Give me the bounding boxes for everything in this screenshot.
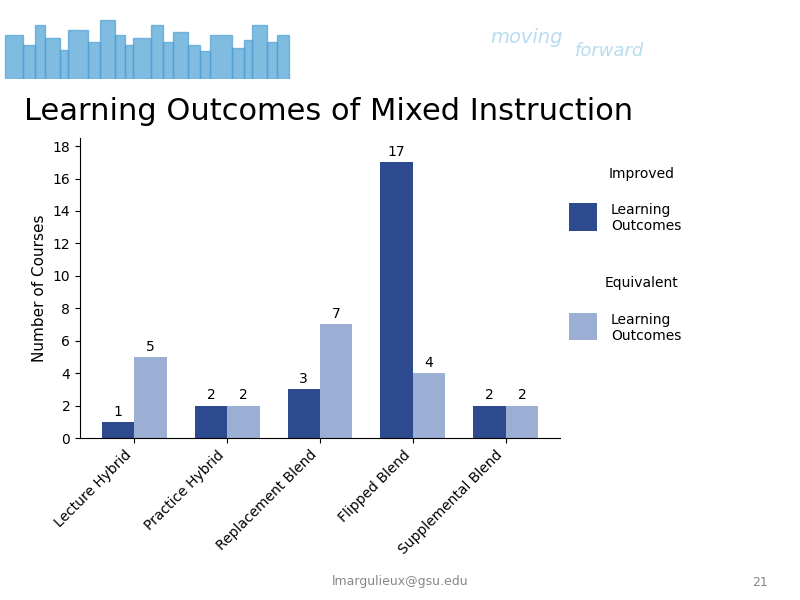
Bar (133, 38, 151, 79)
FancyBboxPatch shape (570, 203, 597, 230)
Bar (320, 325, 353, 438)
Bar (151, 25, 163, 79)
Text: 21: 21 (752, 575, 768, 589)
Bar (88, 41, 100, 79)
Text: 2: 2 (239, 388, 248, 403)
Bar (100, 20, 115, 79)
Text: 5: 5 (146, 340, 155, 353)
Text: 7: 7 (332, 307, 341, 321)
Bar (134, 357, 167, 438)
Text: Learning
Outcomes: Learning Outcomes (611, 203, 682, 233)
Bar (115, 35, 125, 79)
Text: 2: 2 (206, 388, 215, 403)
Bar (163, 41, 173, 79)
Text: moving: moving (490, 28, 562, 47)
Text: Learning
Outcomes: Learning Outcomes (611, 313, 682, 343)
Bar (473, 406, 506, 438)
Y-axis label: Number of Courses: Number of Courses (32, 214, 47, 362)
Text: Improved: Improved (608, 167, 674, 181)
Bar (68, 29, 88, 79)
FancyBboxPatch shape (570, 313, 597, 340)
Bar (210, 35, 232, 79)
Bar (102, 422, 134, 438)
Bar (5, 35, 23, 79)
Bar (506, 406, 538, 438)
Bar (194, 406, 227, 438)
Bar (45, 38, 60, 79)
Bar (267, 41, 277, 79)
Bar (60, 49, 68, 79)
Text: lives: lives (575, 13, 654, 42)
Bar (287, 389, 320, 438)
Bar (125, 44, 133, 79)
Bar (413, 373, 446, 438)
Text: 17: 17 (388, 145, 406, 159)
Bar (173, 32, 188, 79)
Text: Learning Outcomes of Mixed Instruction: Learning Outcomes of Mixed Instruction (24, 97, 633, 125)
Bar (232, 47, 244, 79)
Bar (227, 406, 260, 438)
Bar (188, 44, 200, 79)
Text: Equivalent: Equivalent (604, 276, 678, 290)
Text: 1: 1 (114, 404, 122, 419)
Bar (35, 25, 45, 79)
Bar (200, 52, 210, 79)
Text: 3: 3 (299, 372, 308, 386)
Bar (23, 44, 35, 79)
Text: forward: forward (575, 43, 644, 61)
Text: 2: 2 (518, 388, 526, 403)
Text: 2: 2 (485, 388, 494, 403)
Bar (380, 163, 413, 438)
Text: 4: 4 (425, 356, 434, 370)
Text: lmargulieux@gsu.edu: lmargulieux@gsu.edu (332, 575, 468, 589)
Bar (277, 35, 289, 79)
Bar (244, 40, 252, 79)
Bar (252, 25, 267, 79)
